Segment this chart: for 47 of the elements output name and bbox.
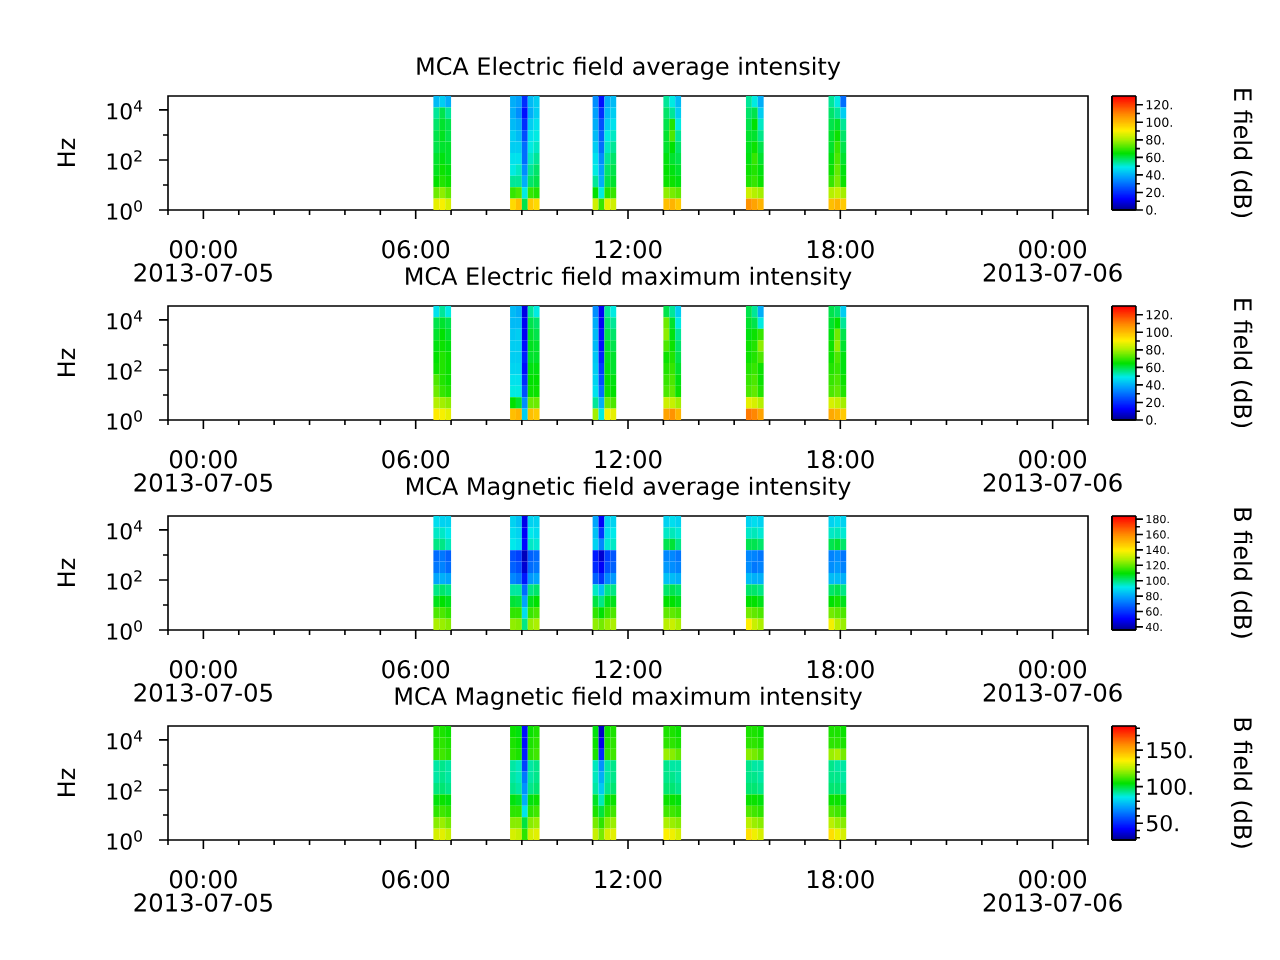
color-bar-title: B field (dB)	[1230, 508, 1253, 638]
x-tick-label: 12:00	[595, 660, 662, 679]
y-tick-label: 10$^{2}$	[107, 570, 142, 590]
y-tick-label: 10$^{2}$	[107, 780, 142, 800]
chart-title: MCA Magnetic field average intensity	[406, 476, 851, 500]
x-tick-label: 18:00	[807, 660, 874, 679]
color-bar-title: B field (dB)	[1230, 718, 1253, 848]
y-tick-label: 10$^{0}$	[107, 830, 142, 850]
x-tick-label: 00:00 2013-07-05	[134, 870, 272, 912]
y-axis-title: Hz	[57, 558, 75, 586]
color-bar-label: 50.	[1147, 814, 1178, 832]
y-axis-title: Hz	[57, 348, 75, 376]
y-tick-label: 10$^{4}$	[107, 100, 143, 120]
y-tick-label: 10$^{2}$	[107, 360, 142, 380]
y-tick-label: 10$^{0}$	[107, 200, 142, 220]
color-bar-label: 100.	[1147, 778, 1192, 795]
x-tick-label: 12:00	[595, 870, 662, 889]
y-tick-label: 10$^{4}$	[107, 730, 143, 750]
x-tick-label: 00:00 2013-07-05	[134, 450, 272, 492]
x-tick-label: 06:00	[382, 870, 450, 889]
y-axis-title: Hz	[57, 768, 75, 796]
x-tick-label: 00:00 2013-07-06	[983, 450, 1122, 492]
y-tick-label: 10$^{4}$	[107, 310, 143, 330]
x-tick-label: 00:00 2013-07-06	[983, 240, 1122, 282]
x-tick-label: 12:00	[595, 240, 662, 259]
y-tick-label: 10$^{4}$	[107, 520, 143, 540]
x-tick-label: 00:00 2013-07-06	[983, 660, 1122, 702]
color-bar-title: E field (dB)	[1230, 89, 1253, 218]
x-tick-label: 06:00	[382, 240, 450, 259]
y-tick-label: 10$^{2}$	[107, 150, 142, 170]
x-tick-label: 18:00	[807, 870, 874, 889]
chart-title: MCA Electric field maximum intensity	[406, 266, 852, 290]
x-tick-label: 18:00	[807, 240, 874, 259]
y-tick-label: 10$^{0}$	[107, 410, 142, 430]
color-bar-title: E field (dB)	[1230, 299, 1253, 428]
chart-title: MCA Electric field average intensity	[417, 56, 841, 80]
y-axis-title: Hz	[57, 138, 75, 166]
x-tick-label: 00:00 2013-07-06	[983, 870, 1122, 912]
x-tick-label: 12:00	[595, 450, 662, 469]
x-tick-label: 18:00	[807, 450, 874, 469]
x-tick-label: 00:00 2013-07-05	[134, 660, 272, 702]
x-tick-label: 06:00	[382, 660, 450, 679]
y-tick-label: 10$^{0}$	[107, 620, 142, 640]
x-tick-label: 00:00 2013-07-05	[134, 240, 272, 282]
chart-title: MCA Magnetic field maximum intensity	[395, 686, 862, 710]
color-bar-label: 150.	[1147, 741, 1192, 759]
x-tick-label: 06:00	[382, 450, 450, 469]
